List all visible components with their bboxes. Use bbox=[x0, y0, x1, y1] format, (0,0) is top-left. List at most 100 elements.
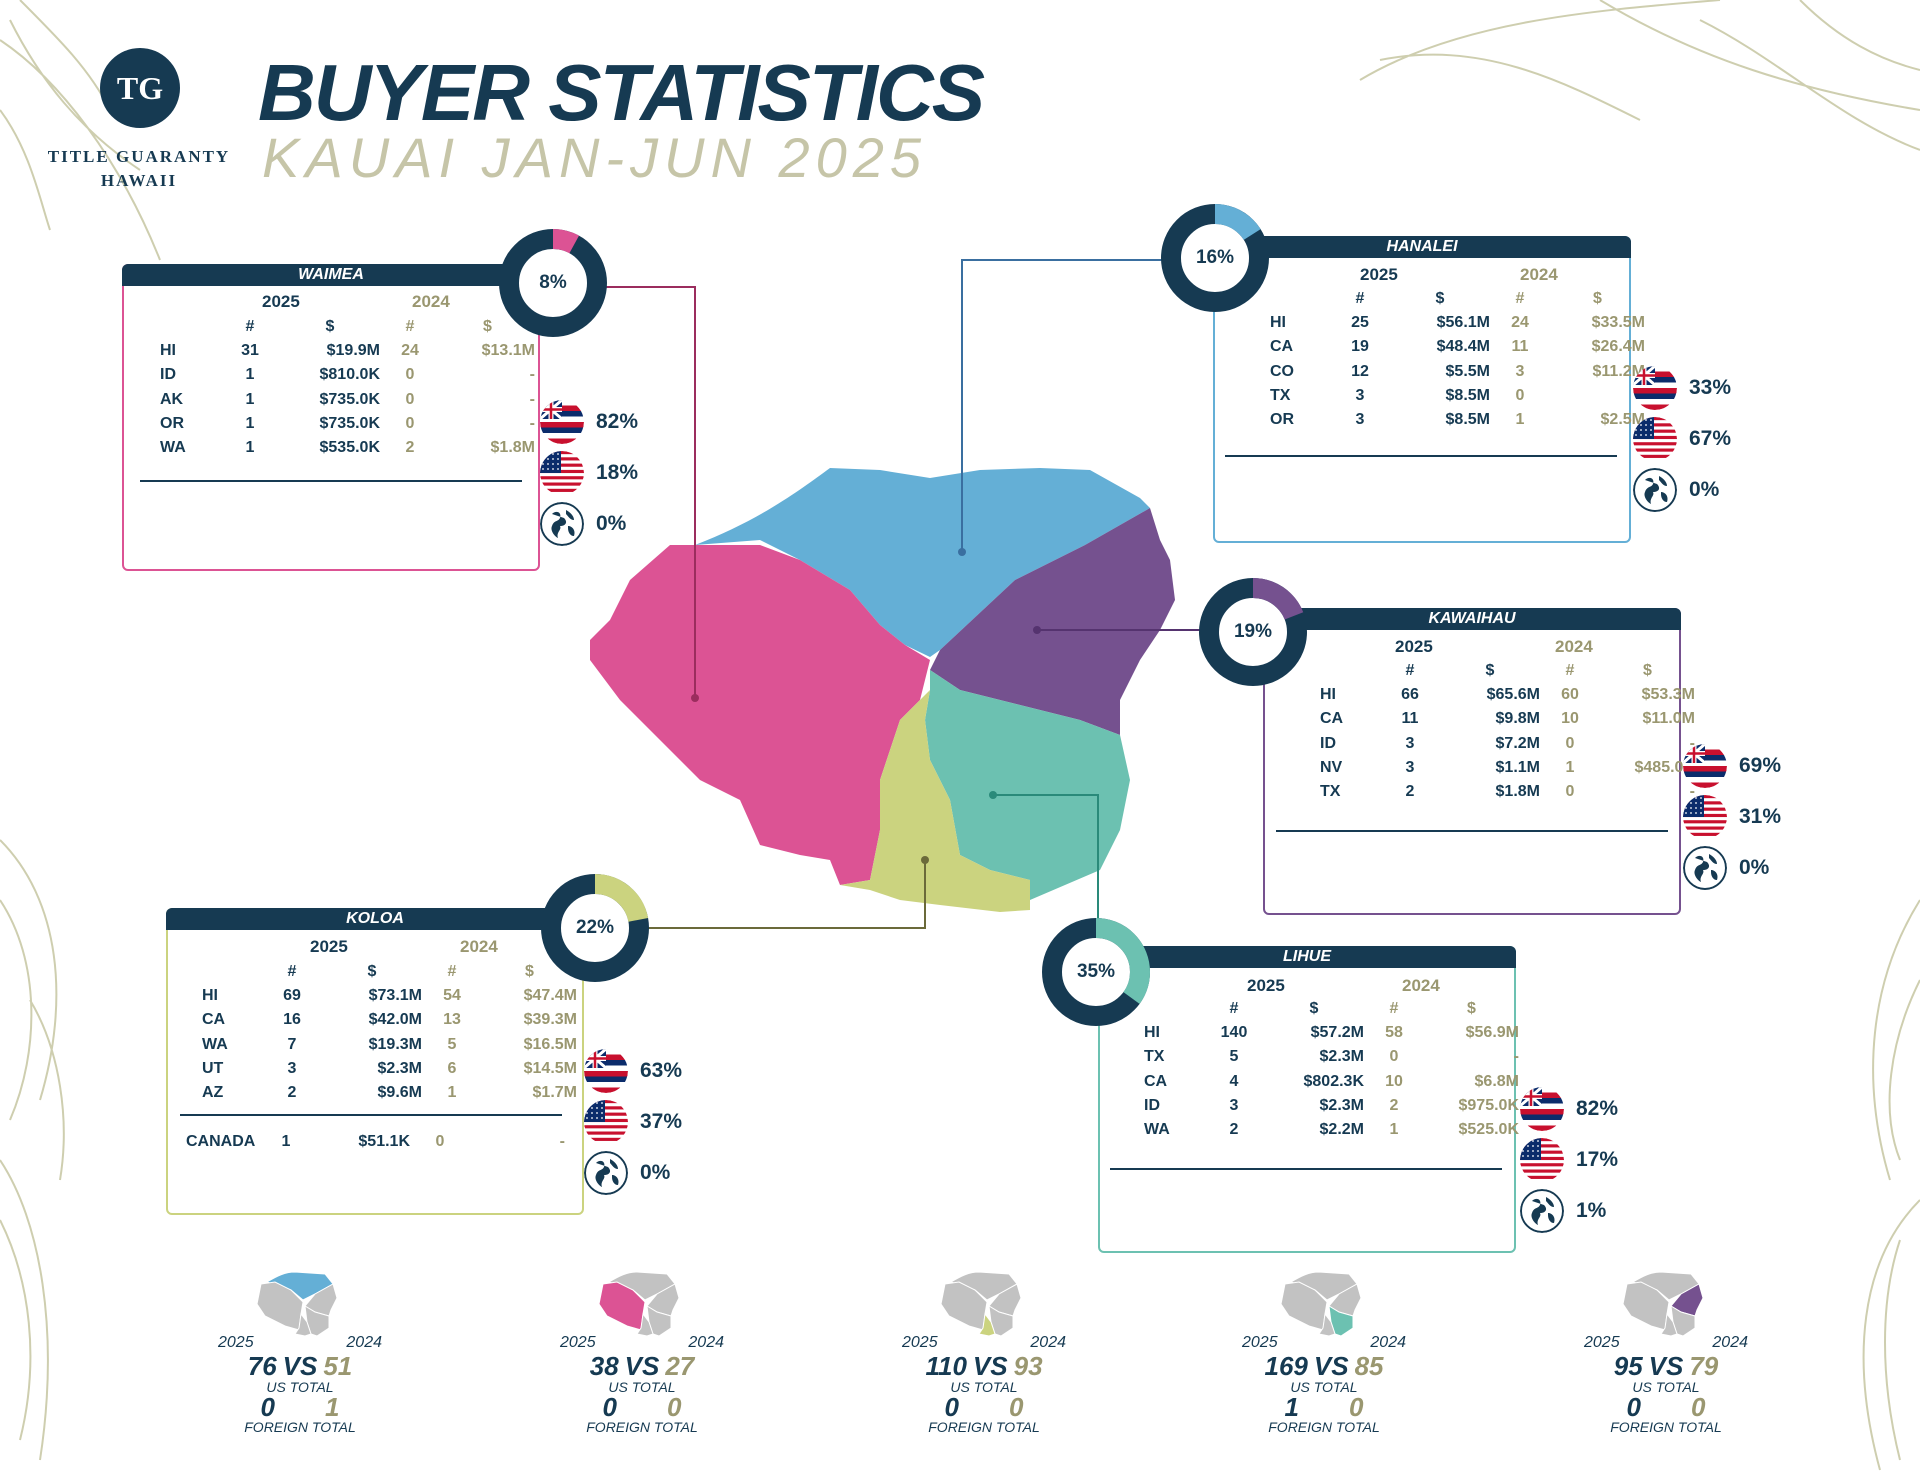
share-donut-koloa: 22% bbox=[540, 873, 650, 983]
summary-year-current: 2025 bbox=[560, 1334, 596, 1351]
column-header bbox=[1300, 659, 1380, 683]
table-row: HI 25 $56.1M 24 $33.5M bbox=[1250, 311, 1645, 335]
table-cell: 0 bbox=[405, 366, 415, 384]
table-row: UT 3 $2.3M 6 $14.5M bbox=[182, 1057, 577, 1081]
map-region-koloa bbox=[840, 690, 1030, 912]
share-label: 22% bbox=[575, 917, 615, 938]
us-total-label: US TOTAL bbox=[1290, 1379, 1358, 1395]
table-cell: 60 bbox=[1561, 686, 1579, 704]
table-cell: 1 bbox=[1389, 1121, 1399, 1139]
table-cell: $11.2M bbox=[1592, 362, 1645, 380]
table-cell: HI bbox=[1320, 686, 1336, 704]
table-cell: UT bbox=[202, 1060, 224, 1078]
us-flag-icon bbox=[540, 451, 584, 495]
origin-percent: 0% bbox=[596, 512, 627, 535]
table-cell: 6 bbox=[447, 1060, 457, 1078]
table-cell: - bbox=[1689, 734, 1695, 752]
region-title-koloa: KOLOA bbox=[166, 908, 584, 930]
table-row: CA 4 $802.3K 10 $6.8M bbox=[1124, 1070, 1519, 1094]
table-cell: $53.3M bbox=[1641, 686, 1695, 704]
column-header: $ bbox=[1643, 662, 1652, 679]
summary-years: 2025 2024 bbox=[894, 1334, 1074, 1352]
share-donut-hanalei: 16% bbox=[1160, 203, 1270, 313]
us-flag-icon bbox=[1683, 795, 1727, 839]
table-cell: 0 bbox=[405, 415, 415, 433]
origin-share-hawaii: 63% bbox=[584, 1049, 682, 1093]
origin-share-us: 31% bbox=[1683, 795, 1781, 839]
table-cell: 3 bbox=[1355, 387, 1365, 405]
origin-share-world: 0% bbox=[1683, 846, 1769, 890]
globe-icon bbox=[1520, 1189, 1564, 1233]
column-header: $ bbox=[1309, 1000, 1319, 1017]
table-row: OR 3 $8.5M 1 $2.5M bbox=[1250, 408, 1645, 432]
table-cell: 0 bbox=[1565, 734, 1575, 752]
table-cell: 13 bbox=[443, 1011, 461, 1029]
globe-icon bbox=[540, 502, 584, 546]
origin-percent: 82% bbox=[596, 410, 639, 433]
table-cell: CA bbox=[202, 1011, 226, 1029]
table-cell: AZ bbox=[202, 1084, 224, 1102]
table-cell: 1 bbox=[245, 390, 255, 408]
year-label-2025: 2025 bbox=[1360, 265, 1398, 284]
summary-year-current: 2025 bbox=[902, 1334, 938, 1351]
year-label-2025: 2025 bbox=[1247, 976, 1285, 995]
table-cell: 24 bbox=[1511, 314, 1529, 332]
table-cell: 16 bbox=[283, 1011, 301, 1029]
share-donut-kawaihau: 19% bbox=[1198, 577, 1308, 687]
column-header: $ bbox=[367, 963, 377, 980]
region-panel-hanalei: HANALEI bbox=[1213, 236, 1631, 543]
table-cell: $735.0K bbox=[319, 390, 381, 408]
us-flag-icon bbox=[584, 1100, 628, 1144]
table-header-row: # $ # $ bbox=[1250, 287, 1645, 311]
year-label-2024: 2024 bbox=[460, 937, 498, 956]
table-cell: $6.8M bbox=[1474, 1072, 1519, 1090]
state-table-lihue: # $ # $ HI 140 $57.2M 58 $56.9M TX 5 $2.3M 0 - CA 4 $802… bbox=[1124, 997, 1519, 1142]
mini-map-lihue bbox=[1279, 1268, 1369, 1348]
table-header-row: # $ # $ bbox=[140, 315, 535, 339]
us-total-label: US TOTAL bbox=[266, 1379, 334, 1395]
foreign-total-2024: 0 bbox=[1691, 1392, 1706, 1422]
summary-year-prior: 2024 bbox=[346, 1334, 382, 1351]
us-total-label: US TOTAL bbox=[608, 1379, 676, 1395]
column-header: # bbox=[447, 963, 457, 980]
origin-percent: 18% bbox=[596, 461, 639, 484]
table-cell: 5 bbox=[447, 1035, 457, 1053]
table-cell: $39.3M bbox=[523, 1011, 577, 1029]
hawaii-flag-icon bbox=[1633, 366, 1677, 410]
table-cell: TX bbox=[1320, 783, 1341, 801]
table-cell: $1.1M bbox=[1495, 759, 1540, 777]
table-cell: CO bbox=[1270, 362, 1294, 380]
table-row: HI 69 $73.1M 54 $47.4M bbox=[182, 984, 577, 1008]
table-cell: $535.0K bbox=[319, 439, 381, 457]
table-cell: 0 bbox=[1515, 387, 1525, 405]
table-cell: TX bbox=[1144, 1048, 1165, 1066]
table-cell: $56.9M bbox=[1465, 1024, 1519, 1042]
column-header: $ bbox=[325, 318, 335, 335]
table-cell: 2 bbox=[1229, 1121, 1239, 1139]
table-row: ID 3 $7.2M 0 - bbox=[1300, 732, 1695, 756]
table-cell: 3 bbox=[1405, 734, 1415, 752]
table-cell: ID bbox=[1320, 734, 1336, 752]
table-cell: 2 bbox=[1405, 783, 1415, 801]
us-total-label: US TOTAL bbox=[950, 1379, 1018, 1395]
column-header: $ bbox=[525, 963, 534, 980]
table-row: TX 5 $2.3M 0 - bbox=[1124, 1045, 1519, 1069]
origin-share-world: 0% bbox=[1633, 468, 1719, 512]
table-cell: $16.5M bbox=[523, 1035, 577, 1053]
table-cell: - bbox=[1689, 783, 1695, 801]
us-total-compare: 169 VS 85 bbox=[1234, 1352, 1414, 1380]
table-cell: $525.0K bbox=[1458, 1121, 1520, 1139]
page-title: BUYER STATISTICS bbox=[258, 48, 985, 137]
table-cell: 10 bbox=[1385, 1072, 1403, 1090]
table-cell: $13.1M bbox=[481, 342, 535, 360]
table-cell: 5 bbox=[1229, 1048, 1239, 1066]
table-divider bbox=[1110, 1168, 1502, 1170]
origin-share-us: 17% bbox=[1520, 1138, 1618, 1182]
table-row: CO 12 $5.5M 3 $11.2M bbox=[1250, 360, 1645, 384]
table-header-row: # $ # $ bbox=[1300, 659, 1695, 683]
column-header: # bbox=[245, 318, 255, 335]
origin-share-us: 18% bbox=[540, 451, 638, 495]
